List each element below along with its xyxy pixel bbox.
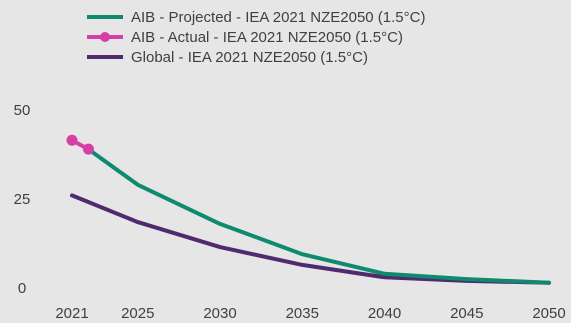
x-axis-ticks: 2021 2025 2030 2035 2040 2045 2050 — [55, 305, 565, 322]
series-1-point-1 — [82, 143, 94, 155]
x-tick-label-6: 2050 — [532, 305, 565, 322]
x-tick-label-1: 2025 — [121, 305, 154, 322]
series-layer — [66, 134, 551, 285]
legend-label-0: AIB - Projected - IEA 2021 NZE2050 (1.5°… — [131, 9, 425, 26]
x-tick-label-4: 2040 — [368, 305, 401, 322]
legend-item-2: Global - IEA 2021 NZE2050 (1.5°C) — [87, 49, 368, 66]
legend: AIB - Projected - IEA 2021 NZE2050 (1.5°… — [87, 9, 425, 66]
y-tick-label-2: 50 — [14, 102, 31, 119]
legend-label-1: AIB - Actual - IEA 2021 NZE2050 (1.5°C) — [131, 29, 403, 46]
x-tick-label-0: 2021 — [55, 305, 88, 322]
series-line-2 — [70, 193, 551, 285]
series-1-point-0 — [66, 134, 78, 146]
legend-label-2: Global - IEA 2021 NZE2050 (1.5°C) — [131, 49, 368, 66]
series-2 — [70, 193, 551, 285]
y-tick-label-0: 0 — [18, 280, 26, 297]
y-axis-ticks: 0 25 50 — [14, 102, 31, 297]
y-tick-label-1: 25 — [14, 191, 31, 208]
x-tick-label-3: 2035 — [286, 305, 319, 322]
legend-marker-1 — [100, 32, 110, 42]
series-0 — [86, 147, 551, 285]
x-tick-label-5: 2045 — [450, 305, 483, 322]
series-line-0 — [86, 147, 551, 285]
series-1 — [66, 134, 94, 155]
legend-item-0: AIB - Projected - IEA 2021 NZE2050 (1.5°… — [87, 9, 425, 26]
x-tick-label-2: 2030 — [203, 305, 236, 322]
legend-item-1: AIB - Actual - IEA 2021 NZE2050 (1.5°C) — [87, 29, 403, 46]
